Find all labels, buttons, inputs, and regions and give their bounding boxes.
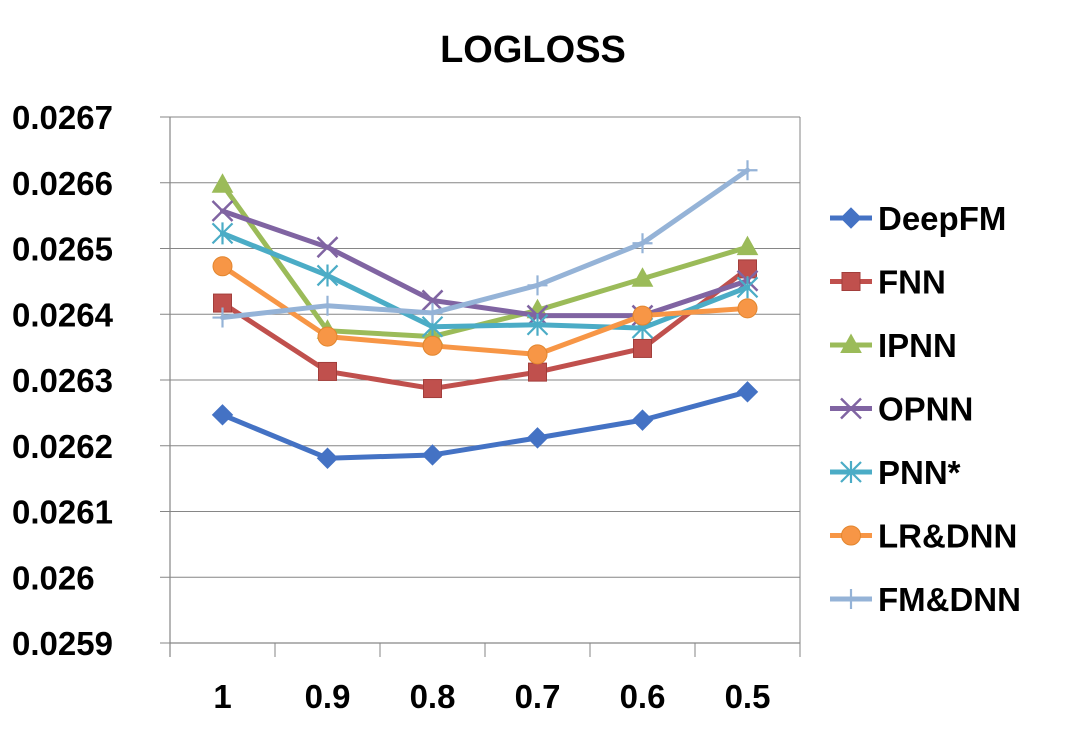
legend-marker-fm-dnn xyxy=(841,589,861,609)
series-lines xyxy=(211,160,759,469)
legend-label-ipnn: IPNN xyxy=(878,327,957,364)
data-point-lr-dnn xyxy=(212,256,233,277)
data-point-lr-dnn xyxy=(737,298,758,319)
data-point-deepfm xyxy=(316,447,339,469)
data-point-ipnn xyxy=(736,235,759,256)
data-point-deepfm xyxy=(526,427,549,449)
data-point-deepfm xyxy=(631,409,654,431)
series-line-deepfm xyxy=(220,389,750,461)
data-point-fm-dnn xyxy=(737,160,758,181)
legend-label-deepfm: DeepFM xyxy=(878,200,1006,237)
data-point-pnn xyxy=(526,313,549,336)
x-tick-label: 0.7 xyxy=(515,678,561,715)
data-point-fm-dnn xyxy=(317,295,338,316)
legend-marker-ipnn xyxy=(840,333,862,353)
legend-marker-deepfm xyxy=(840,207,862,229)
legend-marker-pnn xyxy=(840,461,862,483)
series-line-lr-dnn xyxy=(220,263,750,357)
y-tick-label: 0.0261 xyxy=(12,494,113,531)
legend-label-fnn: FNN xyxy=(878,264,946,301)
data-point-lr-dnn xyxy=(527,344,548,365)
series-line-fnn xyxy=(220,266,750,392)
data-point-fnn xyxy=(318,361,337,381)
x-tick-label: 0.5 xyxy=(725,678,771,715)
data-point-fm-dnn xyxy=(212,307,233,328)
data-point-deepfm xyxy=(736,381,759,403)
axes: 0.0267 0.0266 0.0265 0.0264 0.0263 0.0262 0.02… xyxy=(12,99,801,715)
data-point-fm-dnn xyxy=(422,302,443,323)
legend-label-pnn: PNN* xyxy=(878,454,961,491)
legend-label-fm-dnn: FM&DNN xyxy=(878,581,1021,618)
data-point-opnn xyxy=(421,289,444,312)
data-point-opnn xyxy=(211,200,234,222)
x-tick-label: 0.9 xyxy=(305,678,351,715)
data-point-lr-dnn xyxy=(422,335,443,356)
data-point-ipnn xyxy=(631,267,654,287)
series-line-opnn xyxy=(220,208,750,319)
legend-label-opnn: OPNN xyxy=(878,391,973,428)
x-tick-label: 1 xyxy=(213,678,231,715)
legend-marker-opnn xyxy=(840,397,862,420)
legend-marker-fnn xyxy=(841,272,861,291)
data-point-pnn xyxy=(316,264,339,287)
data-point-fm-dnn xyxy=(527,275,548,296)
data-point-deepfm xyxy=(211,404,234,426)
data-point-lr-dnn xyxy=(632,305,653,326)
y-tick-label: 0.0264 xyxy=(12,296,114,333)
data-point-fnn xyxy=(528,362,547,382)
legend-label-lr-dnn: LR&DNN xyxy=(878,518,1017,555)
chart-title: LOGLOSS xyxy=(440,29,626,71)
data-point-pnn xyxy=(736,276,759,299)
series-line-fm-dnn xyxy=(220,167,750,321)
data-point-opnn xyxy=(316,236,339,259)
y-tick-label: 0.0263 xyxy=(12,362,113,399)
series-line-pnn xyxy=(220,230,750,331)
y-tick-label: 0.0266 xyxy=(12,165,113,202)
legend: DeepFM FNN IPNN OPNN PNN* LR&DNN FM&DNN xyxy=(830,200,1021,618)
y-tick-label: 0.0262 xyxy=(12,428,113,465)
data-point-fnn xyxy=(423,379,442,399)
legend-marker-lr-dnn xyxy=(841,525,861,546)
x-tick-label: 0.6 xyxy=(620,678,666,715)
data-point-lr-dnn xyxy=(317,326,338,347)
y-tick-label: 0.0265 xyxy=(12,231,113,268)
data-point-fm-dnn xyxy=(632,233,653,254)
data-point-deepfm xyxy=(421,444,444,466)
data-point-ipnn xyxy=(211,173,234,193)
x-tick-label: 0.8 xyxy=(410,678,456,715)
y-tick-label: 0.026 xyxy=(12,559,95,596)
data-point-fnn xyxy=(633,338,652,358)
y-tick-label: 0.0259 xyxy=(12,625,113,662)
y-tick-label: 0.0267 xyxy=(12,99,113,136)
data-point-pnn xyxy=(211,222,234,245)
